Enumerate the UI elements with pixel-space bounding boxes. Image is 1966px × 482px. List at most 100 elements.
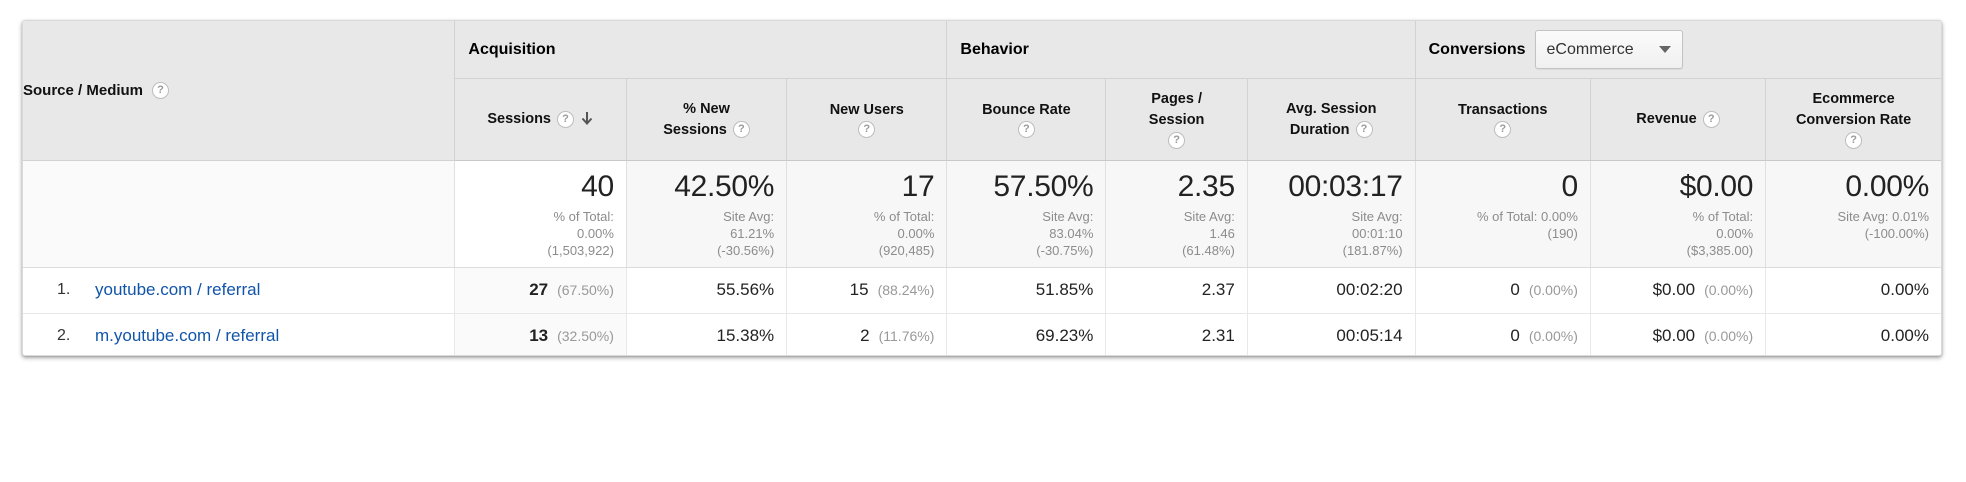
- cell-bounce-rate: 69.23%: [946, 313, 1107, 355]
- column-header-revenue[interactable]: Revenue ?: [1590, 78, 1767, 161]
- column-header-bounce-rate[interactable]: Bounce Rate ?: [946, 78, 1107, 161]
- column-header-pages-session[interactable]: Pages / Session ?: [1105, 78, 1248, 161]
- summary-bounce-rate-sub3: (-30.75%): [1036, 242, 1094, 258]
- group-header-acquisition: Acquisition: [454, 21, 948, 79]
- summary-avg-duration-value: 00:03:17: [1288, 170, 1403, 203]
- table-row[interactable]: 1. youtube.com / referral 27 (67.50%) 55…: [23, 267, 1941, 314]
- help-icon-transactions[interactable]: ?: [1494, 121, 1512, 139]
- table-row[interactable]: 2. m.youtube.com / referral 13 (32.50%) …: [23, 313, 1941, 355]
- summary-pages-session-sub: Site Avg: 1.46 (61.48%): [1118, 208, 1235, 259]
- summary-bounce-rate-sub1: Site Avg:: [1042, 208, 1094, 224]
- cell-sessions-value: 13: [529, 326, 549, 346]
- summary-new-users-sub2: 0.00%: [897, 225, 935, 241]
- summary-sessions-sub1: % of Total:: [553, 208, 614, 224]
- cell-avg-duration-value: 00:02:20: [1336, 280, 1403, 300]
- summary-bounce-rate: 57.50% Site Avg: 83.04% (-30.75%): [946, 160, 1107, 268]
- summary-revenue: $0.00 % of Total: 0.00% ($3,385.00): [1590, 160, 1767, 268]
- summary-revenue-sub: % of Total: 0.00% ($3,385.00): [1603, 208, 1754, 259]
- conversions-dropdown[interactable]: eCommerce: [1534, 30, 1683, 69]
- summary-bounce-rate-value: 57.50%: [993, 170, 1094, 203]
- summary-ecommerce-conversion-rate: 0.00% Site Avg: 0.01% (-100.00%): [1765, 160, 1941, 268]
- summary-transactions-sub2: (190): [1547, 225, 1578, 241]
- help-icon-ecommerce-conversion-rate[interactable]: ?: [1845, 131, 1863, 149]
- summary-pages-session-value: 2.35: [1177, 170, 1236, 203]
- column-label-avg-session: Avg. Session: [1285, 100, 1377, 117]
- cell-transactions-pct: (0.00%): [1528, 282, 1578, 299]
- cell-sessions: 13 (32.50%): [454, 313, 627, 355]
- help-icon-source-medium[interactable]: ?: [152, 82, 170, 99]
- column-label-bounce-rate: Bounce Rate: [982, 101, 1071, 118]
- cell-sessions-value: 27: [529, 280, 549, 300]
- summary-new-users: 17 % of Total: 0.00% (920,485): [786, 160, 948, 268]
- help-icon-sessions[interactable]: ?: [557, 110, 574, 128]
- cell-transactions-value: 0: [1510, 280, 1520, 300]
- cell-revenue: $0.00 (0.00%): [1590, 267, 1767, 314]
- cell-transactions: 0 (0.00%): [1415, 267, 1591, 314]
- summary-avg-duration-sub3: (181.87%): [1342, 242, 1403, 258]
- cell-sessions-pct: (67.50%): [557, 282, 614, 299]
- summary-bounce-rate-sub2: 83.04%: [1049, 225, 1094, 241]
- help-icon-pct-new-sessions[interactable]: ?: [732, 121, 750, 139]
- summary-new-users-sub1: % of Total:: [873, 208, 935, 224]
- summary-transactions-sub1: % of Total: 0.00%: [1476, 208, 1578, 224]
- analytics-table-frame: Source / Medium ? Acquisition Behavior C…: [22, 20, 1942, 356]
- column-label-session: Session: [1148, 112, 1205, 128]
- cell-pages-session: 2.31: [1105, 313, 1248, 355]
- dimension-header-cell[interactable]: Source / Medium ?: [23, 21, 456, 161]
- cell-pct-new-value: 15.38%: [716, 326, 775, 346]
- cell-avg-duration: 00:05:14: [1247, 313, 1416, 355]
- cell-transactions-pct: (0.00%): [1528, 328, 1578, 345]
- column-header-new-users[interactable]: New Users ?: [786, 78, 948, 161]
- column-header-sessions[interactable]: Sessions ?: [454, 78, 627, 161]
- summary-sessions-value: 40: [581, 170, 614, 203]
- group-header-conversions: Conversions eCommerce: [1415, 21, 1941, 79]
- help-icon-new-users[interactable]: ?: [858, 121, 876, 139]
- help-icon-pages-session[interactable]: ?: [1168, 131, 1186, 149]
- column-header-avg-session-duration[interactable]: Avg. Session Duration ?: [1247, 78, 1416, 161]
- column-header-transactions[interactable]: Transactions ?: [1415, 78, 1591, 161]
- summary-bounce-rate-sub: Site Avg: 83.04% (-30.75%): [959, 208, 1093, 259]
- summary-ecom-conv-sub2: (-100.00%): [1864, 225, 1929, 241]
- column-label-new-users: New Users: [829, 101, 904, 118]
- help-icon-revenue[interactable]: ?: [1702, 110, 1720, 128]
- cell-avg-duration: 00:02:20: [1247, 267, 1416, 314]
- summary-row: 40 % of Total: 0.00% (1,503,922) 42.50% …: [23, 160, 1941, 268]
- cell-transactions: 0 (0.00%): [1415, 313, 1591, 355]
- cell-new-users: 2 (11.76%): [786, 313, 948, 355]
- column-label-transactions: Transactions: [1458, 101, 1548, 118]
- help-icon-bounce-rate[interactable]: ?: [1017, 121, 1035, 139]
- group-header-behavior: Behavior: [946, 21, 1416, 79]
- column-label-conversion-rate: Conversion Rate: [1795, 112, 1912, 128]
- summary-avg-duration-sub: Site Avg: 00:01:10 (181.87%): [1260, 208, 1403, 259]
- cell-bounce-rate-value: 69.23%: [1035, 326, 1094, 346]
- column-header-pct-new-sessions[interactable]: % New Sessions ?: [626, 78, 788, 161]
- cell-bounce-rate: 51.85%: [946, 267, 1107, 314]
- summary-new-users-value: 17: [901, 170, 935, 203]
- summary-pages-session-sub2: 1.46: [1209, 225, 1235, 241]
- row-dimension-cell: 2. m.youtube.com / referral: [23, 313, 456, 355]
- column-label-pct-new: % New: [683, 100, 730, 117]
- column-header-ecommerce-conversion-rate[interactable]: Ecommerce Conversion Rate ?: [1765, 78, 1941, 161]
- row-rank: 1.: [57, 281, 71, 299]
- cell-revenue-pct: (0.00%): [1704, 328, 1754, 345]
- source-medium-link[interactable]: youtube.com / referral: [95, 280, 261, 300]
- cell-pages-session: 2.37: [1105, 267, 1248, 314]
- source-medium-link[interactable]: m.youtube.com / referral: [95, 326, 280, 346]
- row-rank: 2.: [57, 327, 71, 345]
- summary-transactions: 0 % of Total: 0.00% (190): [1415, 160, 1591, 268]
- summary-revenue-value: $0.00: [1679, 170, 1754, 203]
- summary-transactions-value: 0: [1561, 170, 1578, 203]
- summary-pages-session: 2.35 Site Avg: 1.46 (61.48%): [1105, 160, 1248, 268]
- summary-revenue-sub1: % of Total:: [1692, 208, 1754, 224]
- conversions-dropdown-value: eCommerce: [1546, 40, 1634, 58]
- summary-new-users-sub: % of Total: 0.00% (920,485): [799, 208, 934, 259]
- help-icon-avg-session-duration[interactable]: ?: [1355, 121, 1373, 139]
- cell-new-users: 15 (88.24%): [786, 267, 948, 314]
- cell-pct-new-value: 55.56%: [716, 280, 775, 300]
- summary-revenue-sub2: 0.00%: [1716, 225, 1754, 241]
- column-label-sessions: Sessions: [487, 111, 551, 128]
- sort-descending-icon[interactable]: [580, 111, 594, 127]
- summary-pages-session-sub3: (61.48%): [1182, 242, 1235, 258]
- group-label-conversions: Conversions: [1428, 40, 1526, 58]
- cell-pct-new: 15.38%: [626, 313, 788, 355]
